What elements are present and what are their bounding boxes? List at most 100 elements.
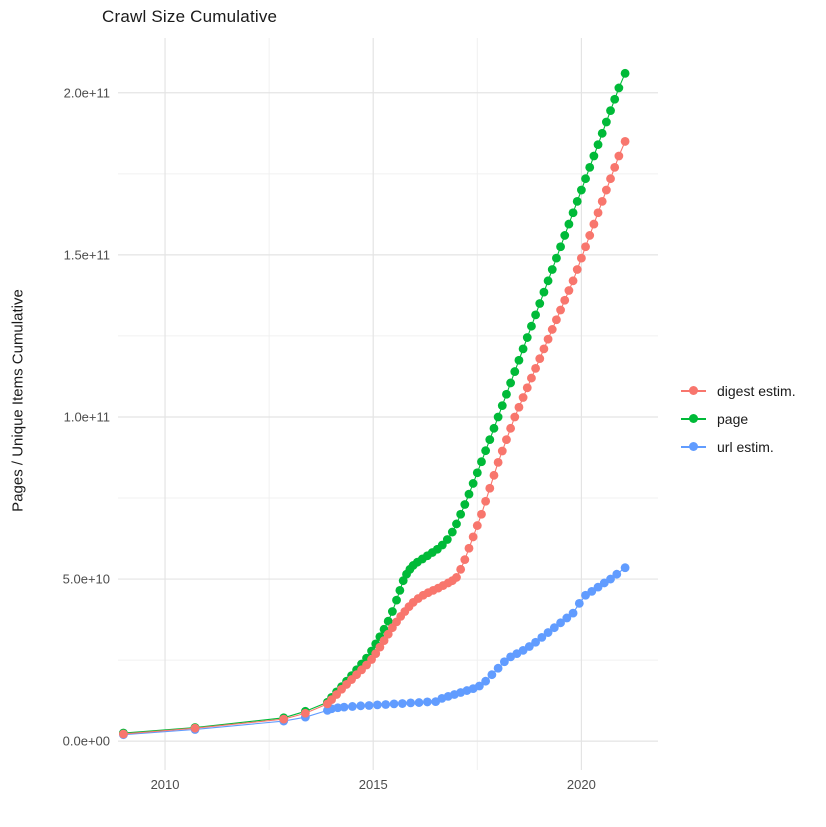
legend-item-digest: digest estim. [681,381,796,400]
data-point [375,642,385,652]
data-point [502,389,511,399]
data-point [414,698,424,707]
data-point [518,344,528,354]
legend: digest estim. page url estim. [681,381,796,456]
data-point [474,681,484,691]
data-point [406,698,416,708]
data-point [581,242,590,252]
data-point [481,676,491,686]
data-point [398,576,408,586]
data-point [464,489,474,499]
data-point [564,286,574,295]
y-axis-tick-label: 2.0e+11 [64,85,110,100]
data-point [442,535,452,544]
data-point [531,363,540,373]
data-point [514,355,524,365]
data-point [543,628,553,637]
y-axis-tick-label: 5.0e+10 [63,572,110,587]
data-point [464,543,474,553]
data-point [372,700,382,710]
data-point [587,586,597,596]
data-point [593,140,603,150]
data-point [524,642,534,651]
data-point [522,333,532,342]
data-point [472,521,482,530]
data-point [497,401,507,411]
data-point [379,636,389,646]
x-axis-tick-label: 2015 [359,777,388,792]
data-point [481,496,491,506]
data-point [510,367,520,376]
data-point [556,305,565,315]
legend-label: digest estim. [717,382,796,399]
data-point [556,242,565,252]
data-point [535,354,545,364]
data-point [581,174,590,184]
data-point [468,479,478,488]
chart-title: Crawl Size Cumulative [102,7,278,26]
legend-key-dot [689,414,698,423]
x-axis-tick-label: 2020 [567,777,596,792]
legend-key-dot [689,442,698,451]
data-point [300,708,310,718]
data-point [119,729,128,739]
data-point [456,509,466,519]
data-point [468,532,478,542]
data-point [552,315,561,325]
data-point [452,519,461,529]
legend-label: page [717,410,749,427]
data-point [552,253,561,263]
y-axis-tick-label: 1.0e+11 [64,409,110,424]
data-point [485,435,495,445]
y-axis-title: Pages / Unique Items Cumulative [9,289,27,512]
data-point [556,618,565,628]
data-point [620,137,630,146]
data-point [497,446,507,456]
data-point [392,595,401,605]
data-point [364,701,374,710]
data-point [537,633,547,642]
data-point [452,573,461,582]
data-point [389,699,399,709]
data-point [568,208,578,218]
data-point [614,83,624,93]
data-point [620,68,630,78]
legend-key-dot [689,386,698,395]
data-point [527,373,536,383]
data-point [531,310,540,320]
y-axis-tick-label: 1.5e+11 [64,247,110,262]
data-point [610,162,620,172]
data-point [493,663,503,673]
data-point [447,527,457,537]
data-point [606,174,615,184]
data-point [597,196,607,206]
data-point [472,468,482,478]
data-point [601,117,611,127]
data-point [514,402,524,412]
data-point [539,344,549,354]
data-point [576,185,586,195]
data-point [456,564,466,574]
data-point [477,457,486,467]
data-point [547,265,557,274]
data-point [506,423,516,433]
data-point [339,702,349,712]
data-point [477,509,486,519]
data-point [493,412,503,422]
data-point [572,196,582,206]
legend-key-icon [681,437,706,456]
data-point [190,723,200,733]
data-point [606,106,615,116]
data-point [601,185,611,195]
data-point [593,208,603,218]
data-point [547,325,557,334]
legend-key-icon [681,381,706,400]
data-point [348,702,357,711]
data-point [539,287,549,297]
data-point [460,555,470,565]
data-point [460,500,470,509]
data-point [560,295,570,305]
legend-item-url: url estim. [681,437,796,456]
